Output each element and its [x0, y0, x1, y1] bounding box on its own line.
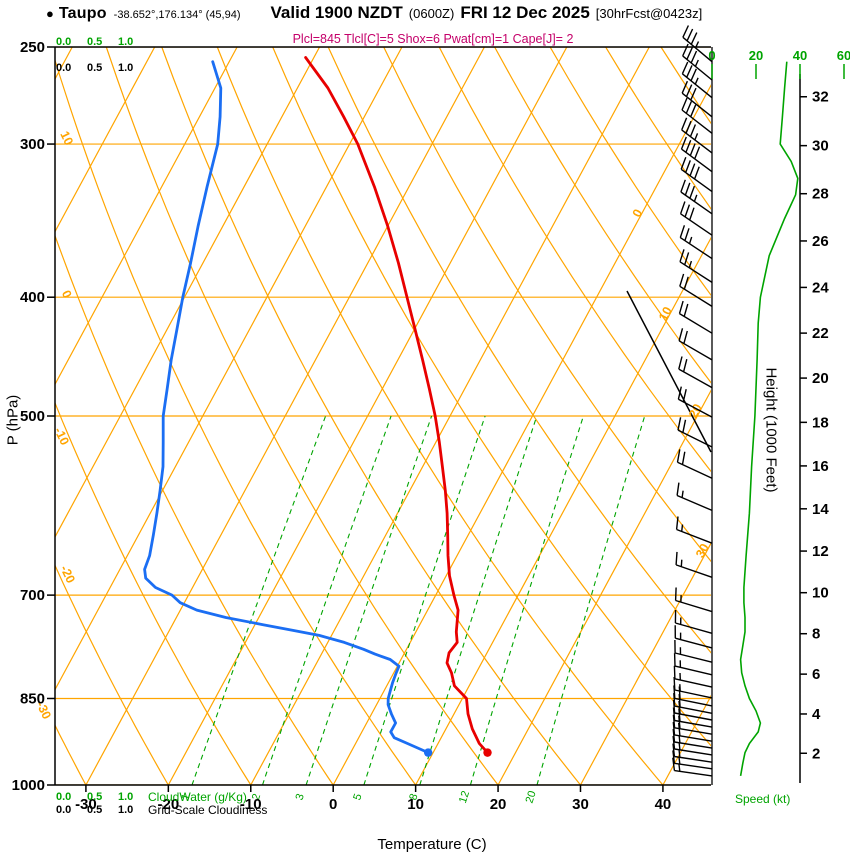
svg-text:3: 3 [294, 792, 307, 802]
valid-time-utc: (0600Z) [408, 6, 455, 21]
svg-text:1.0: 1.0 [118, 36, 133, 48]
temperature-curve [304, 56, 489, 754]
svg-text:26: 26 [812, 233, 829, 250]
svg-text:1.0: 1.0 [118, 62, 133, 74]
svg-text:10: 10 [656, 304, 675, 323]
height-axis-caption: Height (1000 Feet) [762, 367, 780, 493]
svg-text:-30: -30 [75, 796, 97, 813]
svg-text:0: 0 [329, 796, 337, 813]
svg-text:60: 60 [837, 48, 850, 63]
svg-text:300: 300 [20, 136, 45, 153]
valid-date: FRI 12 Dec 2025 [460, 3, 590, 22]
svg-text:500: 500 [20, 408, 45, 425]
svg-text:250: 250 [20, 39, 45, 56]
station-name: Taupo [58, 5, 107, 22]
svg-text:40: 40 [793, 48, 807, 63]
plot-diagonal-boundary [626, 290, 712, 453]
station-bullet-icon: ● [46, 6, 54, 21]
stability-indices: Plcl=845 Tlcl[C]=5 Shox=6 Pwat[cm]=1 Cap… [292, 32, 574, 46]
wind-speed-curve [739, 61, 799, 777]
pressure-axis-caption: P (hPa) [4, 394, 22, 446]
svg-text:8: 8 [812, 626, 820, 643]
svg-text:10: 10 [812, 585, 829, 602]
svg-text:0.0: 0.0 [56, 791, 71, 803]
svg-text:10: 10 [407, 796, 424, 813]
svg-text:30: 30 [693, 541, 712, 560]
svg-text:0.5: 0.5 [87, 62, 102, 74]
sounding-profiles [143, 56, 492, 757]
dewpoint-curve [143, 60, 430, 754]
svg-text:-10: -10 [240, 796, 262, 813]
background-grid [55, 47, 711, 785]
svg-text:1000: 1000 [12, 777, 45, 794]
svg-text:12: 12 [457, 789, 472, 804]
svg-text:0.5: 0.5 [87, 36, 102, 48]
svg-text:20: 20 [524, 789, 539, 804]
svg-text:24: 24 [812, 279, 829, 296]
svg-text:0: 0 [708, 48, 715, 63]
svg-text:-20: -20 [57, 563, 78, 585]
svg-text:0.0: 0.0 [56, 36, 71, 48]
svg-text:1: 1 [180, 792, 193, 802]
svg-text:0: 0 [630, 207, 646, 220]
svg-text:400: 400 [20, 289, 45, 306]
svg-text:0.5: 0.5 [87, 804, 102, 816]
svg-text:2: 2 [250, 792, 263, 802]
wind-barbs [672, 25, 713, 777]
svg-text:20: 20 [812, 370, 829, 387]
svg-text:32: 32 [812, 89, 829, 106]
title-bar: ● Taupo -38.652°,176.134° (45,94) Valid … [46, 3, 702, 23]
svg-text:28: 28 [812, 186, 829, 203]
surface-temperature-dot [483, 748, 492, 757]
svg-text:40: 40 [655, 796, 672, 813]
surface-dewpoint-dot [423, 748, 433, 757]
svg-text:5: 5 [351, 792, 364, 802]
svg-text:20: 20 [490, 796, 507, 813]
svg-text:850: 850 [20, 690, 45, 707]
svg-text:0.0: 0.0 [56, 62, 71, 74]
svg-text:30: 30 [812, 138, 829, 155]
svg-text:0.0: 0.0 [56, 804, 71, 816]
svg-text:8: 8 [407, 792, 420, 802]
forecast-run: [30hrFcst@0423z] [595, 6, 703, 21]
station-coords: -38.652°,176.134° (45,94) [113, 9, 241, 21]
svg-text:0: 0 [59, 288, 75, 300]
cloudiness-axis-caption: Grid-Scale Cloudiness [148, 803, 268, 817]
temperature-axis-caption: Temperature (C) [377, 836, 487, 853]
valid-time: Valid 1900 NZDT [270, 3, 403, 22]
svg-text:1.0: 1.0 [118, 791, 133, 803]
svg-text:16: 16 [812, 458, 829, 475]
svg-text:700: 700 [20, 587, 45, 604]
speed-axis-caption: Speed (kt) [735, 792, 791, 806]
speed-scale: 0 20 40 60 [708, 48, 850, 79]
svg-text:30: 30 [572, 796, 589, 813]
svg-text:14: 14 [812, 501, 829, 518]
svg-text:10: 10 [57, 129, 76, 148]
svg-text:20: 20 [749, 48, 763, 63]
svg-text:1.0: 1.0 [118, 804, 133, 816]
svg-text:18: 18 [812, 414, 829, 431]
svg-text:22: 22 [812, 325, 829, 342]
cloudwater-axis-caption: CloudWater (g/Kg) [148, 790, 247, 804]
svg-text:6: 6 [812, 666, 820, 683]
svg-text:2: 2 [812, 745, 820, 762]
svg-text:-20: -20 [157, 796, 179, 813]
cloud-scales: 0.00.00.00.00.50.50.50.51.01.01.01.0 [56, 36, 133, 816]
svg-text:4: 4 [812, 706, 821, 723]
svg-text:0.5: 0.5 [87, 791, 102, 803]
svg-text:12: 12 [812, 543, 829, 560]
